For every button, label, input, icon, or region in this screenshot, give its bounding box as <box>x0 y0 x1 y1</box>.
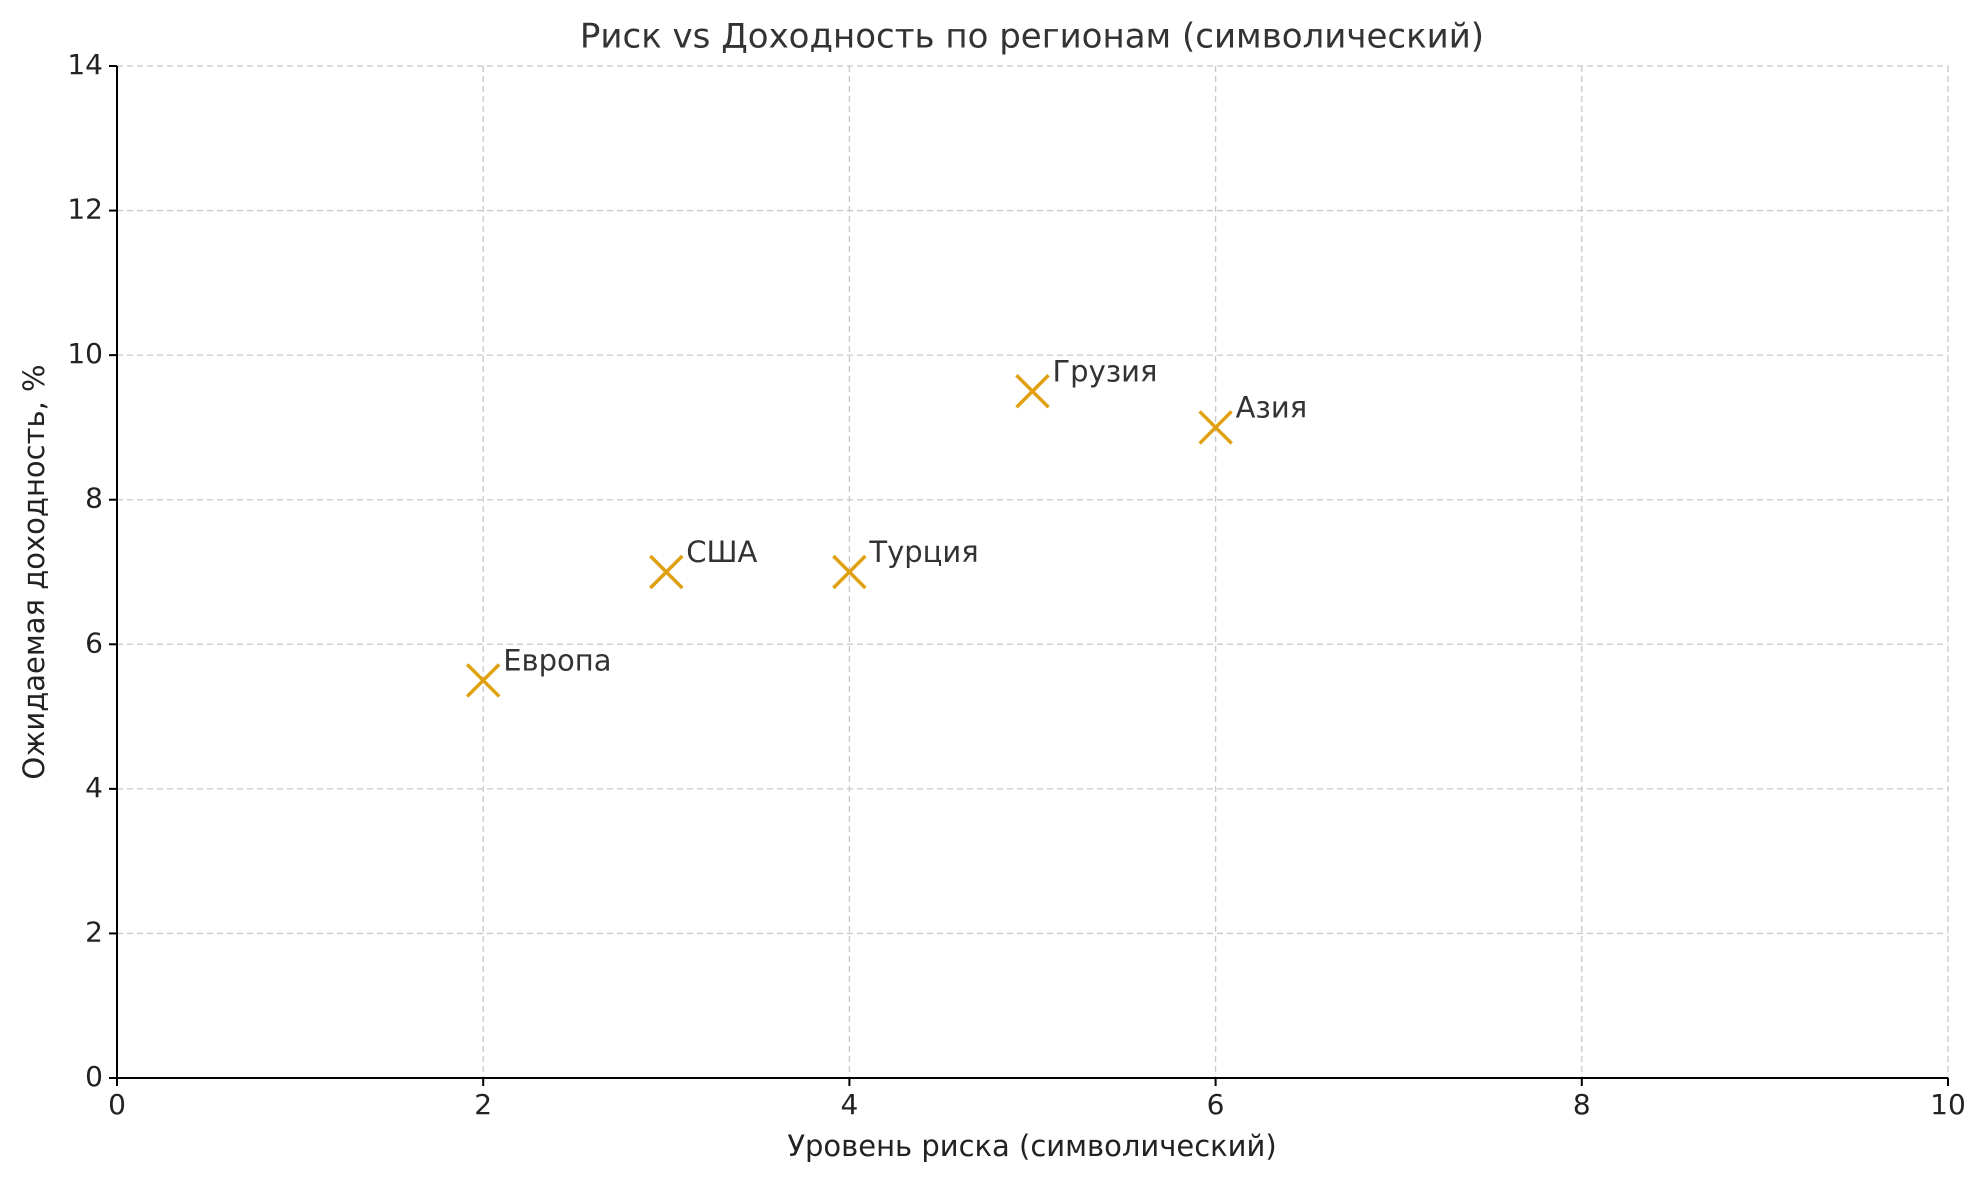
y-tick-label: 2 <box>85 915 103 948</box>
x-axis-label: Уровень риска (символический) <box>787 1129 1276 1163</box>
point-label: Европа <box>503 643 611 677</box>
point-label: Азия <box>1236 390 1308 424</box>
x-tick-label: 6 <box>1207 1088 1225 1121</box>
point <box>1198 410 1233 445</box>
x-tick-label: 10 <box>1930 1088 1966 1121</box>
y-tick-label: 10 <box>67 337 103 370</box>
y-tick-label: 6 <box>85 626 103 659</box>
point-label: Грузия <box>1053 354 1158 388</box>
y-axis-label: Ожидаемая доходность, % <box>17 364 51 779</box>
chart-title: Риск vs Доходность по регионам (символич… <box>580 17 1484 57</box>
x-tick-label: 4 <box>840 1088 858 1121</box>
y-tick-label: 0 <box>85 1060 103 1093</box>
point <box>649 554 684 590</box>
point-label: США <box>686 535 757 569</box>
point-label: Турция <box>868 535 978 569</box>
point <box>832 554 867 590</box>
y-tick-label: 12 <box>67 193 103 226</box>
point <box>1015 374 1050 409</box>
y-tick-label: 8 <box>85 482 103 515</box>
point <box>465 663 501 698</box>
x-tick-label: 8 <box>1573 1088 1591 1121</box>
y-tick-label: 4 <box>85 771 103 804</box>
x-tick-label: 2 <box>474 1088 492 1121</box>
x-tick-label: 0 <box>108 1088 126 1121</box>
y-tick-label: 14 <box>67 48 103 81</box>
